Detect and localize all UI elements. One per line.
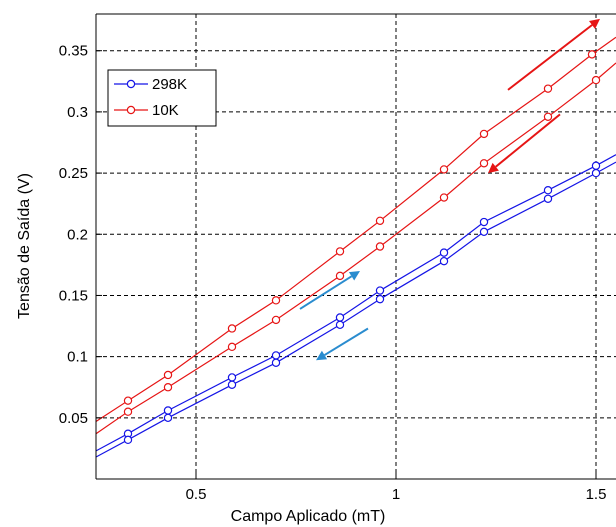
x-axis-label: Campo Aplicado (mT)	[231, 508, 386, 525]
data-point	[439, 193, 449, 202]
y-tick-label: 0.1	[67, 349, 88, 366]
data-point	[587, 50, 597, 59]
y-tick-label: 0.05	[59, 410, 88, 427]
data-point	[335, 320, 345, 330]
arrow-layer	[299, 18, 600, 361]
series-layer	[96, 36, 616, 458]
data-point	[479, 159, 489, 168]
y-tick-label: 0.2	[67, 226, 88, 243]
legend-marker-10k	[126, 105, 136, 115]
axis-ticks: 0.5 1 1.5 0.05 0.1 0.15 0.2 0.25 0.3 0.35	[59, 43, 607, 503]
data-point	[439, 248, 449, 257]
series-line-1	[96, 161, 616, 458]
data-point	[543, 194, 553, 203]
data-point	[271, 296, 281, 305]
data-point	[335, 247, 345, 256]
x-tick-label: 1.5	[586, 486, 607, 503]
arrow-head	[488, 162, 499, 174]
data-point	[375, 242, 385, 251]
data-point	[479, 227, 489, 237]
data-point	[227, 342, 237, 352]
series-line-0	[96, 154, 616, 452]
hysteresis-arrow-down	[495, 113, 561, 168]
data-point	[439, 165, 449, 174]
y-tick-label: 0.3	[67, 104, 88, 121]
data-point	[335, 313, 345, 322]
data-point	[227, 373, 237, 382]
data-point	[543, 186, 553, 195]
data-point	[163, 383, 173, 392]
hysteresis-arrow-down	[324, 327, 369, 356]
y-tick-label: 0.15	[59, 287, 88, 304]
data-point	[271, 351, 281, 360]
data-point	[479, 217, 489, 227]
data-point	[271, 315, 281, 325]
arrow-head	[316, 350, 328, 361]
data-point	[543, 112, 553, 121]
data-point	[543, 84, 553, 93]
data-point	[375, 286, 385, 295]
legend-box	[107, 69, 217, 127]
y-tick-label: 0.35	[59, 43, 88, 60]
data-point	[123, 407, 133, 416]
data-point	[375, 216, 385, 226]
series-line-3	[96, 62, 616, 435]
data-point	[163, 370, 173, 380]
data-point	[227, 380, 237, 389]
y-axis-label: Tensão de Saída (V)	[16, 173, 33, 319]
series-line-2	[96, 36, 616, 423]
data-point	[123, 396, 133, 405]
grid	[96, 14, 616, 479]
data-point	[123, 435, 133, 445]
data-point	[271, 358, 281, 367]
data-point	[335, 271, 345, 281]
data-point	[479, 129, 489, 139]
legend: 298K 10K	[107, 69, 217, 127]
y-tick-label: 0.25	[59, 165, 88, 182]
hysteresis-arrow-up	[299, 275, 353, 310]
data-point	[375, 294, 385, 304]
data-point	[591, 75, 601, 85]
legend-label-298k: 298K	[152, 76, 187, 93]
data-point	[439, 256, 449, 266]
hysteresis-arrow-up	[507, 24, 593, 91]
x-tick-label: 0.5	[186, 486, 207, 503]
arrow-head	[589, 18, 600, 29]
data-point	[591, 161, 601, 170]
arrow-head	[348, 271, 360, 281]
legend-label-10k: 10K	[152, 102, 179, 119]
x-tick-label: 1	[392, 486, 400, 503]
data-point	[163, 413, 173, 423]
legend-marker-298k	[126, 79, 136, 89]
data-point	[227, 324, 237, 333]
data-point	[591, 168, 601, 178]
data-point	[163, 406, 173, 415]
